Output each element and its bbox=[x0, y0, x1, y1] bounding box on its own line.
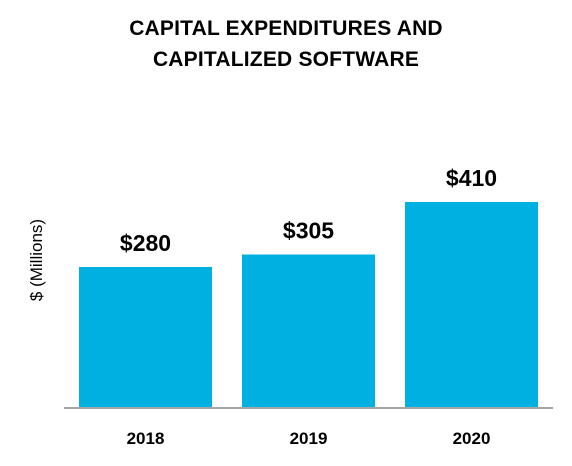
bar-2018 bbox=[79, 267, 212, 407]
x-tick-label-2018: 2018 bbox=[127, 429, 165, 448]
value-label-2019: $305 bbox=[283, 218, 334, 244]
value-label-2018: $280 bbox=[120, 230, 171, 256]
x-tick-label-2020: 2020 bbox=[453, 429, 491, 448]
bars bbox=[79, 202, 538, 407]
bar-2019 bbox=[242, 254, 375, 407]
x-tick-labels: 2018 2019 2020 bbox=[127, 429, 491, 448]
chart-title-line-2: CAPITALIZED SOFTWARE bbox=[152, 48, 420, 71]
x-tick-label-2019: 2019 bbox=[290, 429, 328, 448]
chart-title-line-1: CAPITAL EXPENDITURES AND bbox=[129, 17, 443, 40]
value-label-2020: $410 bbox=[446, 165, 497, 191]
y-axis-label: $ (Millions) bbox=[27, 219, 46, 301]
bar-2020 bbox=[405, 202, 538, 407]
value-labels: $280 $305 $410 bbox=[120, 165, 497, 256]
